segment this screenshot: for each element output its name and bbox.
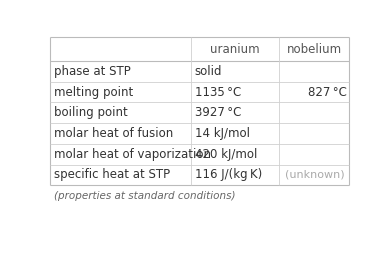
- Text: (unknown): (unknown): [285, 170, 344, 180]
- Text: 1135 °C: 1135 °C: [195, 86, 241, 99]
- Text: (properties at standard conditions): (properties at standard conditions): [54, 191, 236, 201]
- Text: solid: solid: [195, 65, 222, 78]
- Text: 420 kJ/mol: 420 kJ/mol: [195, 148, 257, 161]
- Text: specific heat at STP: specific heat at STP: [54, 168, 170, 181]
- Text: melting point: melting point: [54, 86, 133, 99]
- Text: 116 J/(kg K): 116 J/(kg K): [195, 168, 262, 181]
- Text: phase at STP: phase at STP: [54, 65, 131, 78]
- Text: 3927 °C: 3927 °C: [195, 106, 241, 119]
- Text: boiling point: boiling point: [54, 106, 128, 119]
- Text: molar heat of fusion: molar heat of fusion: [54, 127, 173, 140]
- Text: 14 kJ/mol: 14 kJ/mol: [195, 127, 250, 140]
- Text: uranium: uranium: [210, 43, 260, 56]
- Text: molar heat of vaporization: molar heat of vaporization: [54, 148, 211, 161]
- Text: 827 °C: 827 °C: [308, 86, 347, 99]
- Text: nobelium: nobelium: [287, 43, 342, 56]
